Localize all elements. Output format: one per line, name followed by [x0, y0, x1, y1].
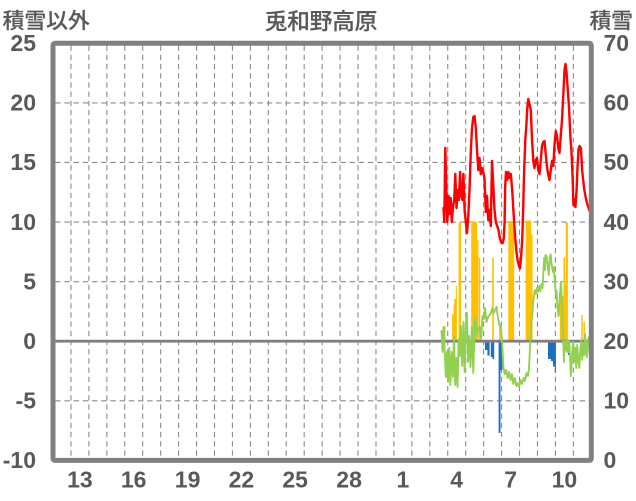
- svg-text:19: 19: [175, 467, 201, 493]
- svg-text:4: 4: [450, 467, 463, 493]
- svg-text:1: 1: [397, 467, 410, 493]
- svg-text:50: 50: [604, 149, 630, 175]
- svg-text:40: 40: [604, 209, 630, 235]
- svg-text:25: 25: [282, 467, 308, 493]
- svg-text:13: 13: [67, 467, 93, 493]
- svg-text:10: 10: [604, 388, 630, 414]
- svg-text:70: 70: [604, 30, 630, 56]
- svg-text:15: 15: [10, 149, 36, 175]
- svg-text:20: 20: [604, 328, 630, 354]
- svg-text:5: 5: [23, 268, 36, 294]
- svg-text:10: 10: [10, 209, 36, 235]
- svg-text:25: 25: [10, 30, 36, 56]
- svg-text:-10: -10: [3, 447, 36, 473]
- svg-text:20: 20: [10, 90, 36, 116]
- svg-text:22: 22: [229, 467, 255, 493]
- svg-text:-5: -5: [16, 388, 37, 414]
- svg-text:10: 10: [552, 467, 578, 493]
- svg-text:7: 7: [504, 467, 517, 493]
- svg-text:28: 28: [336, 467, 362, 493]
- svg-text:16: 16: [121, 467, 147, 493]
- svg-text:0: 0: [604, 447, 617, 473]
- svg-text:0: 0: [23, 328, 36, 354]
- svg-text:60: 60: [604, 90, 630, 116]
- svg-text:30: 30: [604, 268, 630, 294]
